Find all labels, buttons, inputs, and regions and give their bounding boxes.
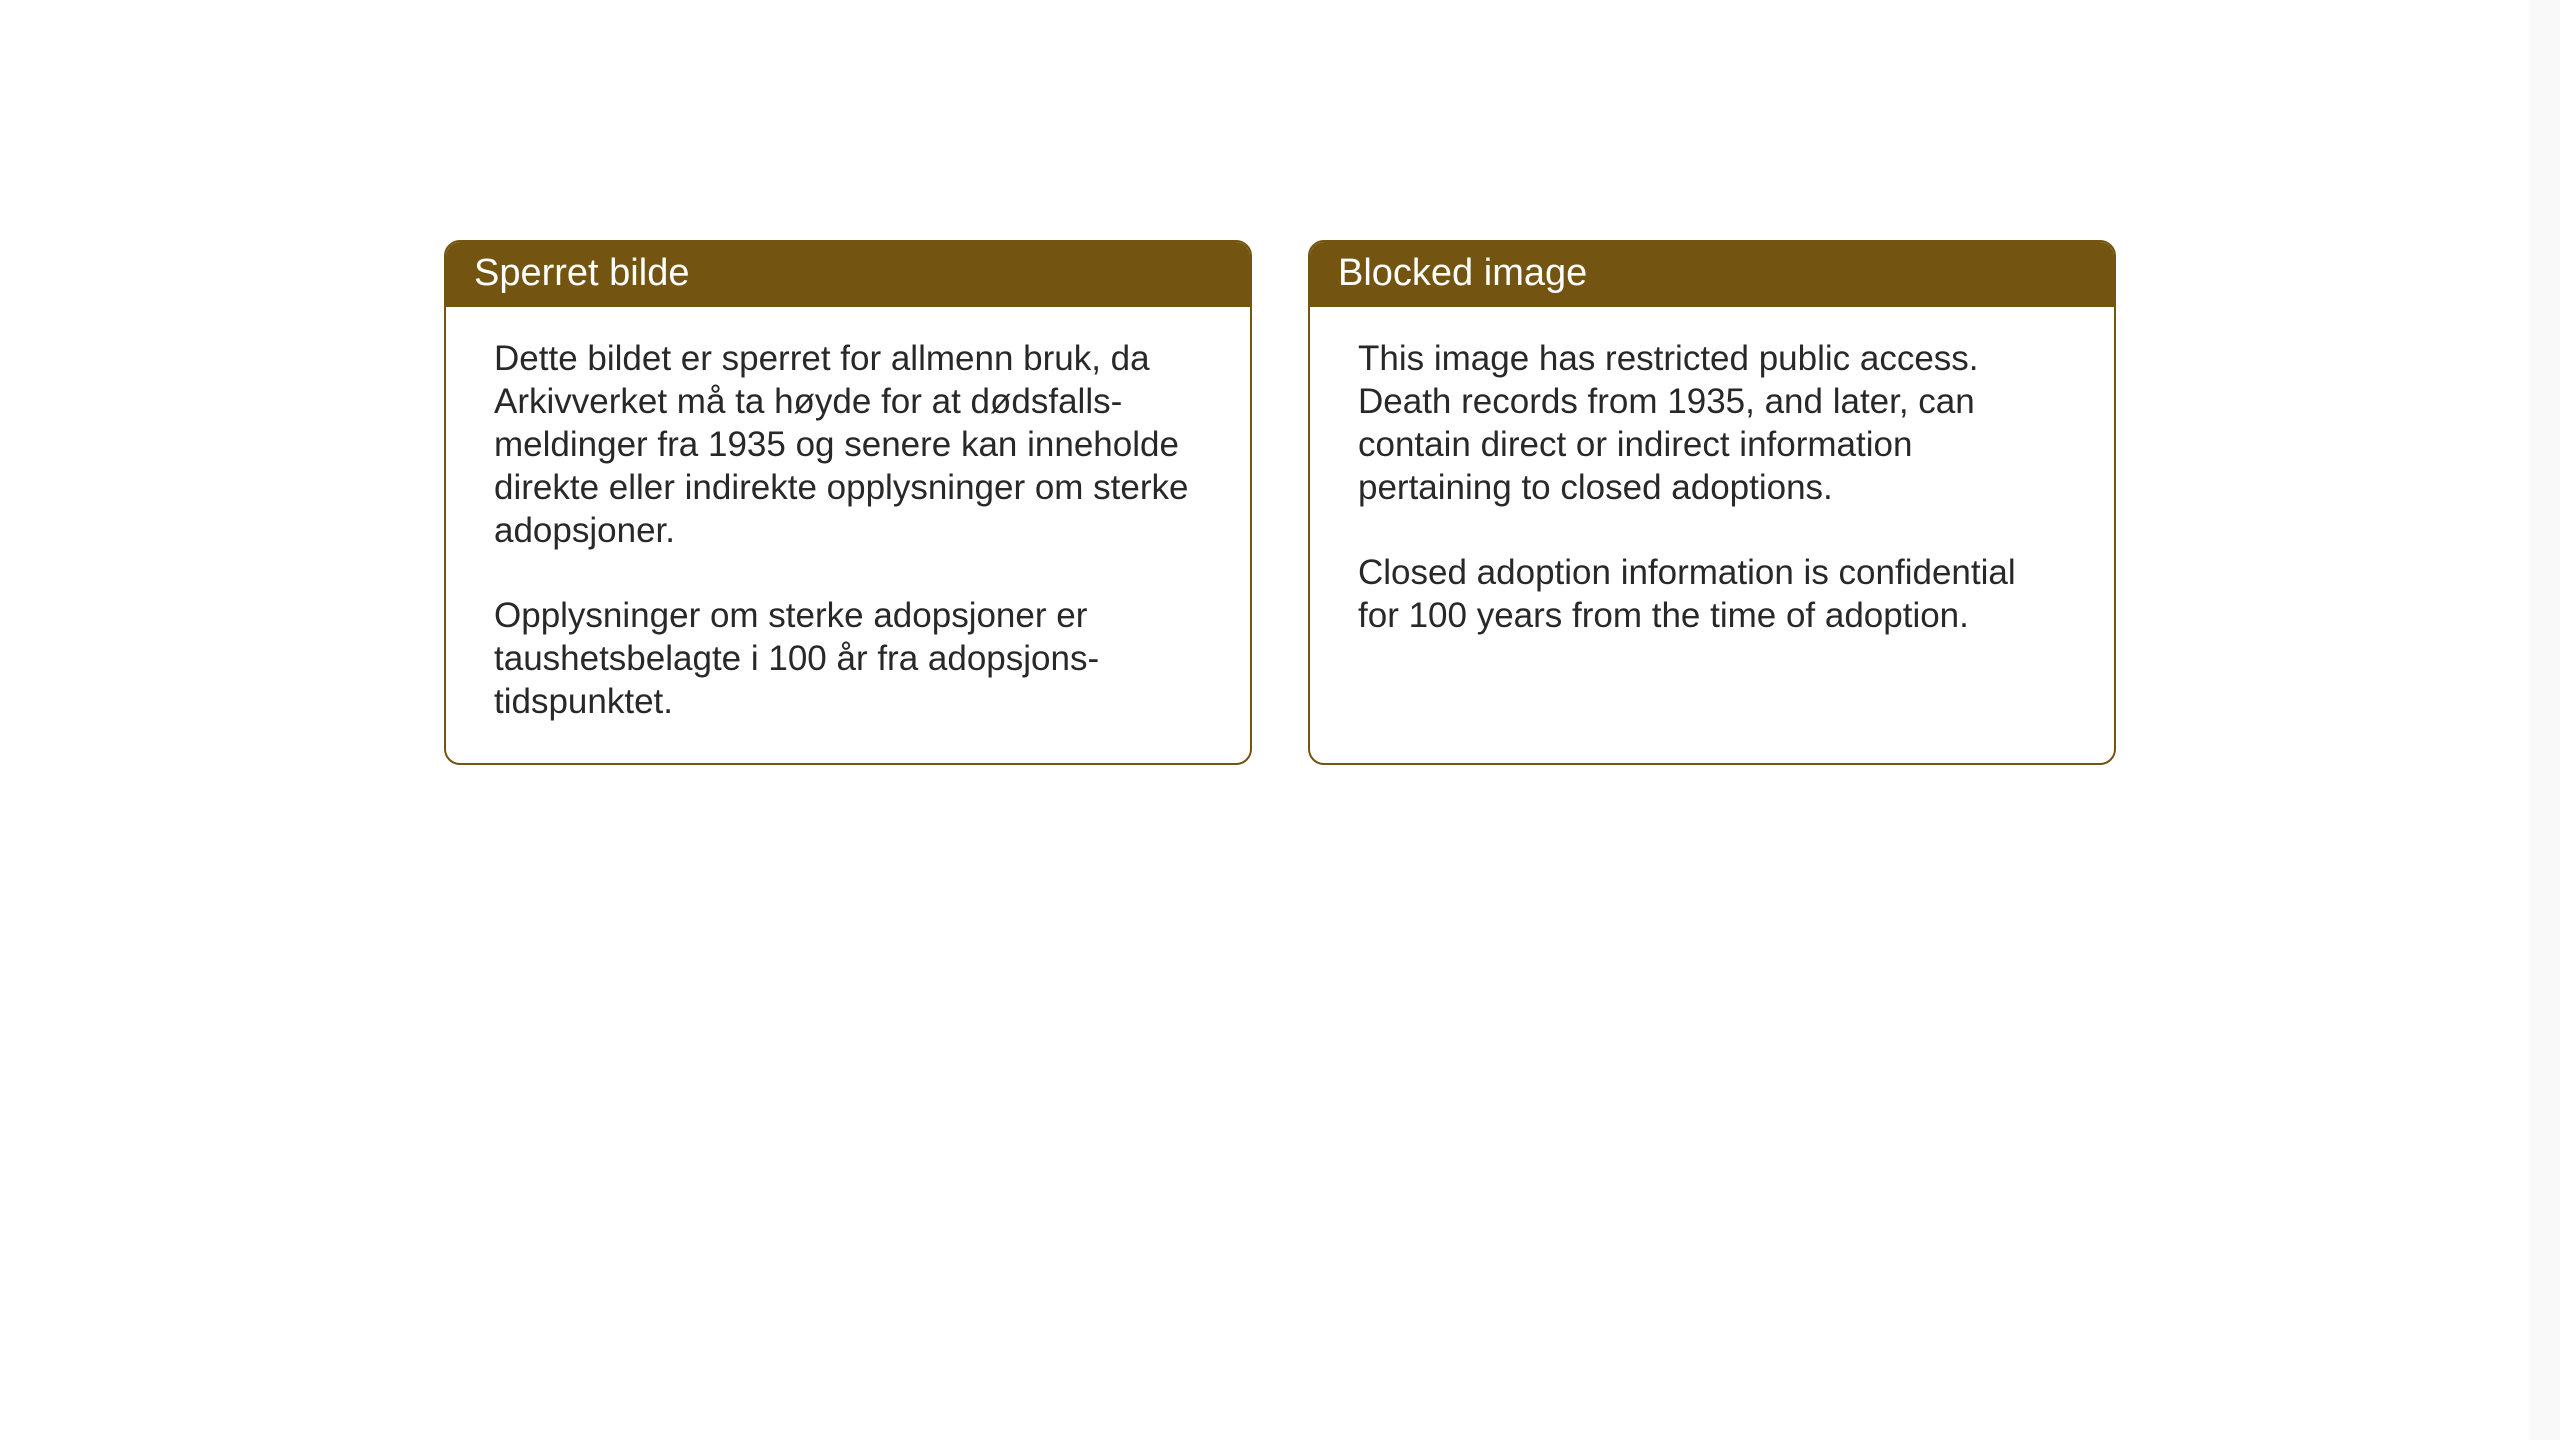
notice-header-norwegian: Sperret bilde [446,242,1250,307]
notice-paragraph: Dette bildet er sperret for allmenn bruk… [494,337,1202,552]
notice-paragraph: Closed adoption information is confident… [1358,551,2066,637]
notice-paragraph: Opplysninger om sterke adopsjoner er tau… [494,594,1202,723]
notice-card-english: Blocked image This image has restricted … [1308,240,2116,765]
notice-body-norwegian: Dette bildet er sperret for allmenn bruk… [446,307,1250,763]
notice-paragraph: This image has restricted public access.… [1358,337,2066,509]
notice-header-english: Blocked image [1310,242,2114,307]
notice-card-norwegian: Sperret bilde Dette bildet er sperret fo… [444,240,1252,765]
notice-body-english: This image has restricted public access.… [1310,307,2114,755]
notice-container: Sperret bilde Dette bildet er sperret fo… [444,240,2116,765]
scrollbar-track[interactable] [2530,0,2560,1440]
